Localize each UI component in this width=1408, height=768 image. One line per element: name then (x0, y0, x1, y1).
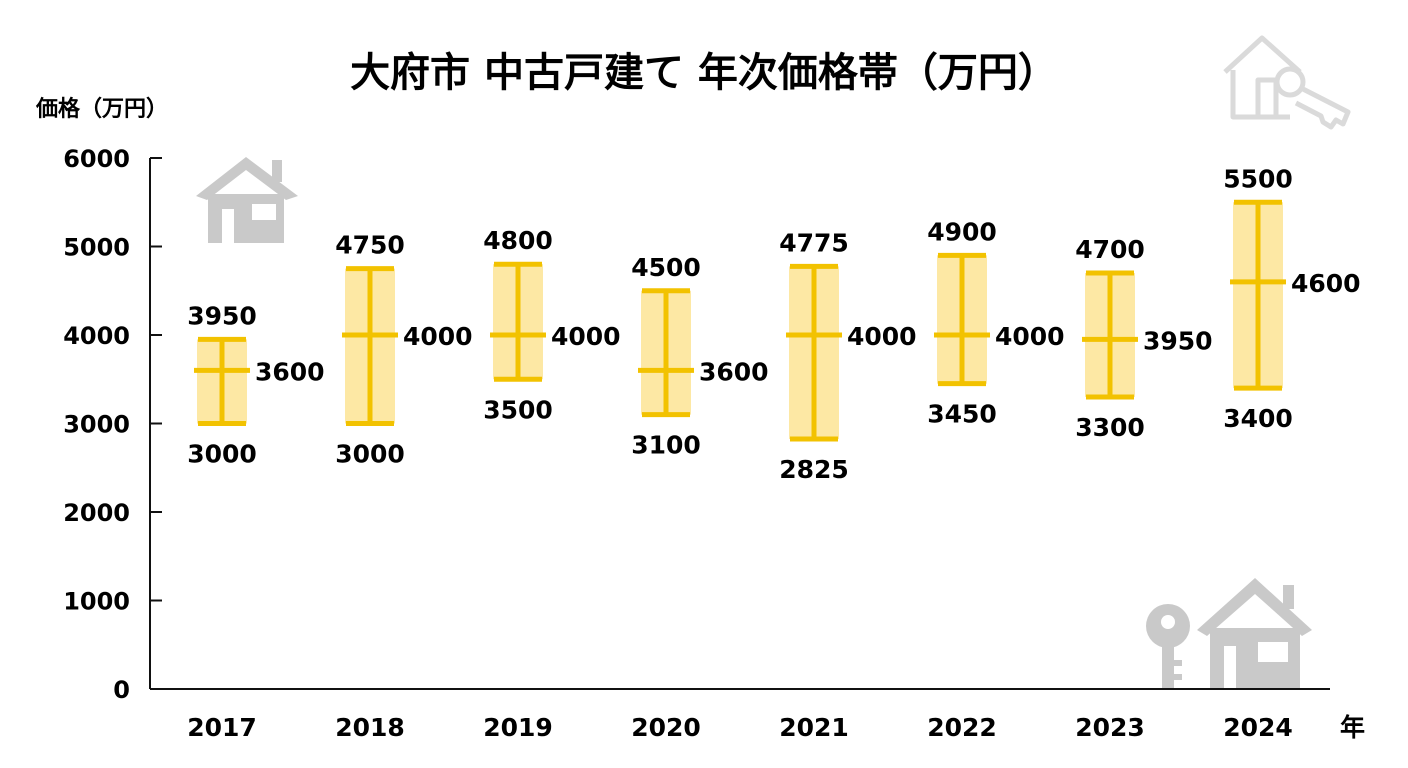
low-label: 3000 (335, 440, 405, 469)
x-tick-label: 2019 (483, 713, 553, 742)
low-label: 3000 (187, 440, 257, 469)
x-tick-label: 2022 (927, 713, 997, 742)
range-bar-2019: 4800 3500 4000 (483, 226, 620, 424)
y-tick-label: 5000 (63, 234, 130, 262)
median-label: 4000 (847, 322, 917, 351)
x-tick-label: 2020 (631, 713, 701, 742)
range-bar-2022: 4900 3450 4000 (927, 217, 1064, 428)
house-icon (196, 157, 298, 243)
high-label: 3950 (187, 301, 257, 330)
x-ticks: 2017 2018 2019 2020 2021 2022 2023 2024 (187, 713, 1293, 742)
median-label: 4600 (1291, 269, 1361, 298)
axes (149, 158, 1330, 690)
high-label: 4500 (631, 253, 701, 282)
y-tick-label: 0 (113, 676, 130, 704)
median-label: 3950 (1143, 326, 1213, 355)
y-axis-label: 価格（万円） (35, 96, 168, 122)
range-bar-2020: 4500 3100 3600 (631, 253, 768, 460)
high-label: 4900 (927, 217, 997, 246)
low-label: 3450 (927, 400, 997, 429)
y-tick-label: 6000 (63, 145, 130, 173)
y-tick-label: 4000 (63, 322, 130, 350)
x-tick-label: 2018 (335, 713, 405, 742)
house-key-icon (1223, 35, 1351, 130)
low-label: 3500 (483, 395, 553, 424)
high-label: 5500 (1223, 164, 1293, 193)
median-label: 4000 (551, 322, 621, 351)
x-tick-label: 2021 (779, 713, 849, 742)
x-tick-label: 2023 (1075, 713, 1145, 742)
y-tick-label: 3000 (63, 411, 130, 439)
high-label: 4775 (779, 228, 849, 257)
chart-title: 大府市 中古戸建て 年次価格帯（万円） (350, 50, 1058, 96)
x-tick-label: 2017 (187, 713, 257, 742)
high-label: 4750 (335, 231, 405, 260)
y-ticks: 0 1000 2000 3000 4000 5000 6000 (63, 145, 162, 704)
y-tick-label: 2000 (63, 499, 130, 527)
low-label: 3100 (631, 431, 701, 460)
high-label: 4700 (1075, 235, 1145, 264)
range-bar-2021: 4775 2825 4000 (779, 228, 916, 484)
median-label: 3600 (699, 357, 769, 386)
median-label: 3600 (255, 357, 325, 386)
median-label: 4000 (403, 322, 473, 351)
range-bars: 3950 3000 3600 4750 3000 4000 4800 3500 4000 4500… (187, 164, 1360, 484)
low-label: 3400 (1223, 404, 1293, 433)
key-house-icon (1146, 578, 1312, 689)
range-bar-2018: 4750 3000 4000 (335, 231, 472, 469)
low-label: 2825 (779, 455, 849, 484)
x-axis-label: 年 (1340, 713, 1365, 742)
x-tick-label: 2024 (1223, 713, 1293, 742)
range-bar-2024: 5500 3400 4600 (1223, 164, 1360, 433)
y-tick-label: 1000 (63, 588, 130, 616)
high-label: 4800 (483, 226, 553, 255)
range-bar-2017: 3950 3000 3600 (187, 301, 324, 468)
range-bar-2023: 4700 3300 3950 (1075, 235, 1212, 442)
low-label: 3300 (1075, 413, 1145, 442)
median-label: 4000 (995, 322, 1065, 351)
